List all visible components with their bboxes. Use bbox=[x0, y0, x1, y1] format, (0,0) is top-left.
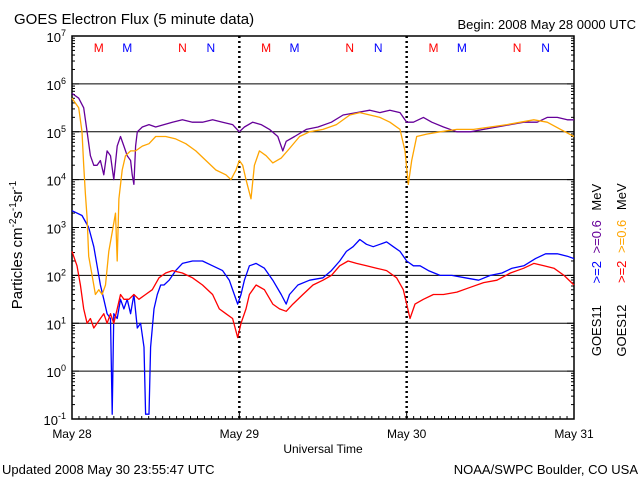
x-tick-label: May 31 bbox=[554, 427, 594, 441]
y-axis-label-exp1: -2 bbox=[8, 218, 19, 227]
series-line-goes12-2 bbox=[71, 251, 575, 339]
begin-label: Begin: 2008 May 28 0000 UTC bbox=[458, 17, 637, 32]
legend-goes12-unit: MeV bbox=[614, 183, 629, 210]
chart-title: GOES Electron Flux (5 minute data) bbox=[14, 11, 254, 28]
marker-m-red: M bbox=[261, 41, 271, 55]
series-line-goes12-3 bbox=[71, 97, 575, 296]
y-tick-label: 106 bbox=[47, 76, 66, 93]
y-axis-label-base: Particles cm bbox=[9, 228, 26, 310]
marker-m-red: M bbox=[94, 41, 104, 55]
x-tick-label: May 30 bbox=[387, 427, 427, 441]
legend-goes11-unit: MeV bbox=[589, 183, 604, 210]
legend-goes12-s4: >=0.6 bbox=[614, 220, 629, 253]
legend-goes12-label: GOES12 bbox=[614, 305, 629, 357]
legend-goes12-s3: >=2 bbox=[614, 261, 629, 283]
marker-n-red: N bbox=[345, 41, 354, 55]
x-tick-label: May 28 bbox=[52, 427, 92, 441]
x-tick-label: May 29 bbox=[220, 427, 260, 441]
y-tick-label: 100 bbox=[47, 363, 66, 380]
y-tick-label: 101 bbox=[47, 315, 66, 332]
y-axis-label-mid2: sr bbox=[9, 190, 26, 203]
series-line-goes11-0 bbox=[71, 210, 575, 415]
y-tick-label: 103 bbox=[47, 220, 66, 237]
x-axis-ticks: May 28 May 29 May 30 May 31 bbox=[52, 411, 594, 441]
marker-n-blue: N bbox=[541, 41, 550, 55]
legend: GOES11 >=2 >=0.6 MeV GOES12 >=2 >=0.6 Me… bbox=[589, 183, 629, 357]
updated-timestamp: Updated 2008 May 30 23:55:47 UTC bbox=[2, 462, 214, 477]
legend-goes11-label: GOES11 bbox=[589, 305, 604, 356]
y-tick-label: 104 bbox=[47, 172, 66, 189]
marker-n-red: N bbox=[178, 41, 187, 55]
y-axis-ticks: 10-1 100 101 102 103 104 105 106 107 bbox=[44, 28, 574, 428]
legend-goes11-column: GOES11 >=2 >=0.6 MeV bbox=[589, 183, 604, 356]
y-tick-label: 105 bbox=[47, 124, 66, 141]
legend-goes11-s1: >=2 bbox=[589, 261, 604, 283]
legend-goes11-s2: >=0.6 bbox=[589, 220, 604, 253]
legend-goes12-column: GOES12 >=2 >=0.6 MeV bbox=[614, 183, 629, 357]
marker-m-blue: M bbox=[457, 41, 467, 55]
y-tick-label: 102 bbox=[47, 267, 66, 284]
y-axis-label-exp3: -1 bbox=[8, 180, 19, 189]
x-axis-label: Universal Time bbox=[283, 442, 363, 456]
marker-n-red: N bbox=[513, 41, 522, 55]
y-tick-label: 10-1 bbox=[44, 411, 66, 428]
marker-m-red: M bbox=[428, 41, 438, 55]
y-tick-label: 107 bbox=[47, 28, 66, 45]
grid-layer bbox=[72, 36, 574, 419]
series-line-goes11-1 bbox=[71, 92, 574, 186]
credit-label: NOAA/SWPC Boulder, CO USA bbox=[454, 462, 639, 477]
marker-n-blue: N bbox=[207, 41, 216, 55]
marker-m-blue: M bbox=[290, 41, 300, 55]
marker-m-blue: M bbox=[122, 41, 132, 55]
marker-n-blue: N bbox=[374, 41, 383, 55]
y-axis-label-mid1: s bbox=[9, 211, 26, 219]
series-layer bbox=[71, 92, 575, 415]
y-axis-label: Particles cm-2s-1sr-1 bbox=[8, 180, 26, 309]
y-axis-label-exp2: -1 bbox=[8, 202, 19, 211]
